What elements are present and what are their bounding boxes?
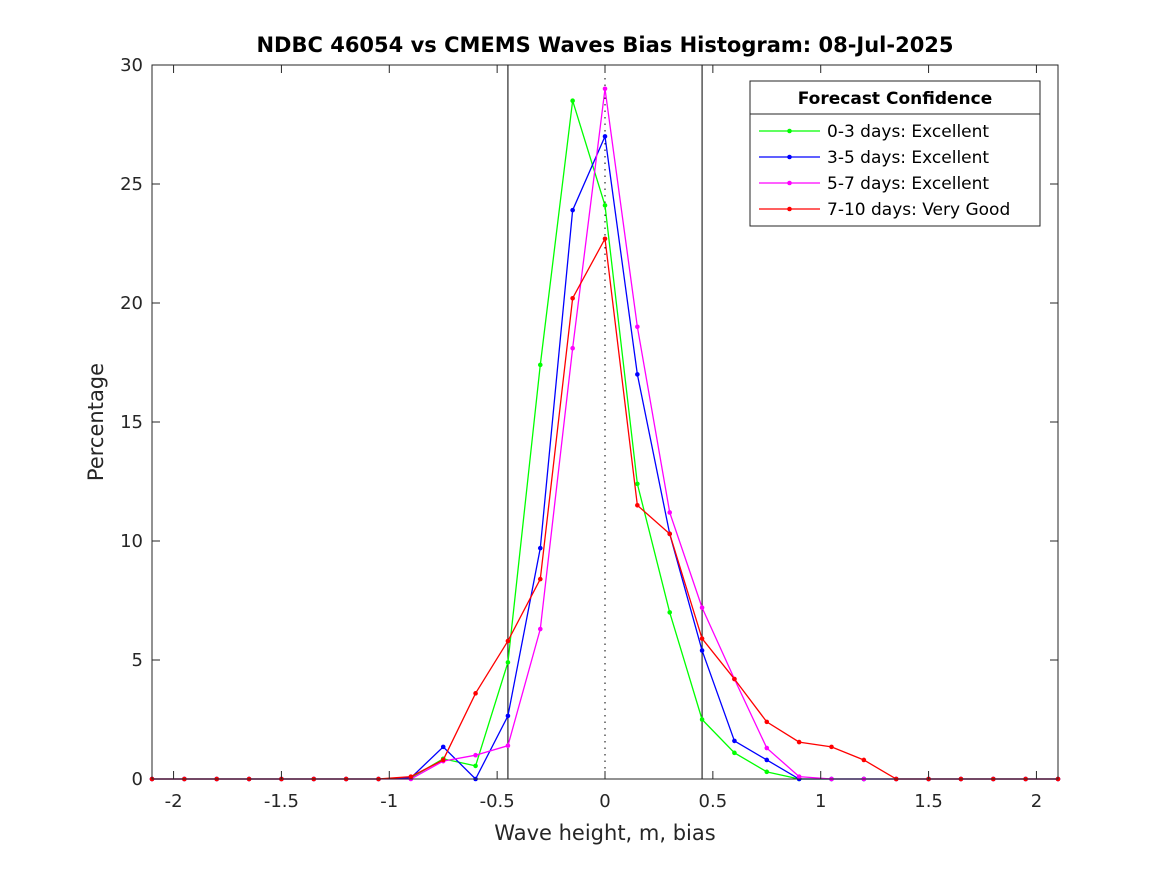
series-4-point	[505, 638, 511, 644]
series-2-point	[764, 757, 770, 763]
x-axis-label: Wave height, m, bias	[494, 821, 715, 845]
series-1-point	[635, 481, 640, 487]
series-4-point	[473, 691, 478, 696]
chart-title: NDBC 46054 vs CMEMS Waves Bias Histogram…	[256, 33, 953, 57]
series-4-point	[440, 757, 446, 763]
series-3-point	[699, 605, 705, 610]
legend: Forecast Confidence 0-3 days: Excellent 3…	[749, 80, 1041, 227]
legend-swatch-marker	[787, 128, 792, 134]
x-tick-label: 0	[599, 791, 610, 812]
legend-entry-label: 5-7 days: Excellent	[827, 174, 989, 194]
series-4-point	[602, 236, 608, 242]
series-1-point	[602, 203, 608, 208]
series-4-point	[861, 757, 867, 763]
y-tick-label: 15	[120, 412, 143, 433]
series-3-point	[537, 626, 543, 632]
series-3-point	[473, 752, 478, 758]
series-2-point	[440, 744, 446, 750]
series-2-point	[570, 207, 575, 213]
series-2-point	[732, 738, 737, 744]
x-tick-label: -1.5	[264, 791, 299, 812]
y-tick-label: 30	[120, 55, 143, 76]
legend-entry-label: 3-5 days: Excellent	[827, 148, 989, 168]
legend-title: Forecast Confidence	[798, 89, 993, 109]
x-tick-label: 2	[1031, 791, 1042, 812]
series-2-point	[505, 713, 511, 719]
x-tick-label: -1	[380, 791, 398, 812]
series-4-point	[829, 744, 834, 750]
series-4-point	[796, 739, 802, 745]
series-2-point	[602, 134, 608, 139]
legend-entry-label: 0-3 days: Excellent	[827, 122, 989, 142]
x-tick-label: -0.5	[480, 791, 515, 812]
legend-entry-label: 7-10 days: Very Good	[827, 200, 1010, 220]
series-4-point	[570, 295, 575, 301]
series-2-point	[699, 648, 705, 653]
x-axis-ticks: -2 -1.5 -1 -0.5 0 0.5 1 1.5 2	[165, 65, 1042, 812]
series-4-point	[537, 576, 543, 582]
series-4-point	[635, 503, 640, 508]
x-tick-label: 0.5	[699, 791, 728, 812]
series-1-point	[764, 769, 770, 775]
series-4-point	[764, 719, 770, 725]
series-1-point	[699, 717, 705, 722]
series-1-point	[473, 763, 478, 769]
series-4-point	[732, 676, 737, 682]
y-axis-ticks: 0 5 10 15 20 25 30	[120, 55, 1058, 790]
legend-swatch-marker	[787, 206, 792, 212]
legend-entries: 0-3 days: Excellent 3-5 days: Excellent 5-…	[759, 122, 1010, 220]
y-tick-label: 25	[120, 174, 143, 195]
legend-swatch-marker	[787, 180, 792, 186]
series-3-point	[635, 324, 640, 330]
y-tick-label: 0	[132, 769, 143, 790]
x-tick-label: -2	[165, 791, 183, 812]
x-tick-label: 1	[815, 791, 826, 812]
series-3-point	[796, 774, 802, 779]
legend-swatch-marker	[787, 154, 792, 160]
series-3-point	[667, 510, 673, 515]
series-1-point	[732, 750, 737, 756]
series-3-point	[602, 86, 608, 92]
series-3-point	[570, 345, 575, 351]
series-2-point	[537, 545, 543, 551]
series-4-point	[667, 531, 673, 537]
series-4-point	[699, 636, 705, 641]
series-2-point	[635, 372, 640, 377]
y-axis-label: Percentage	[84, 363, 108, 481]
x-tick-label: 1.5	[914, 791, 943, 812]
series-1-point	[505, 660, 511, 665]
series-1-point	[570, 98, 575, 103]
series-1-point	[667, 610, 673, 615]
y-tick-label: 5	[132, 650, 143, 671]
series-4-point	[408, 774, 414, 779]
series-3-point	[764, 745, 770, 751]
legend-box	[749, 80, 1041, 227]
y-tick-label: 20	[120, 293, 143, 314]
series-1-point	[537, 362, 543, 368]
series-3-point	[505, 743, 511, 748]
y-tick-label: 10	[120, 531, 143, 552]
